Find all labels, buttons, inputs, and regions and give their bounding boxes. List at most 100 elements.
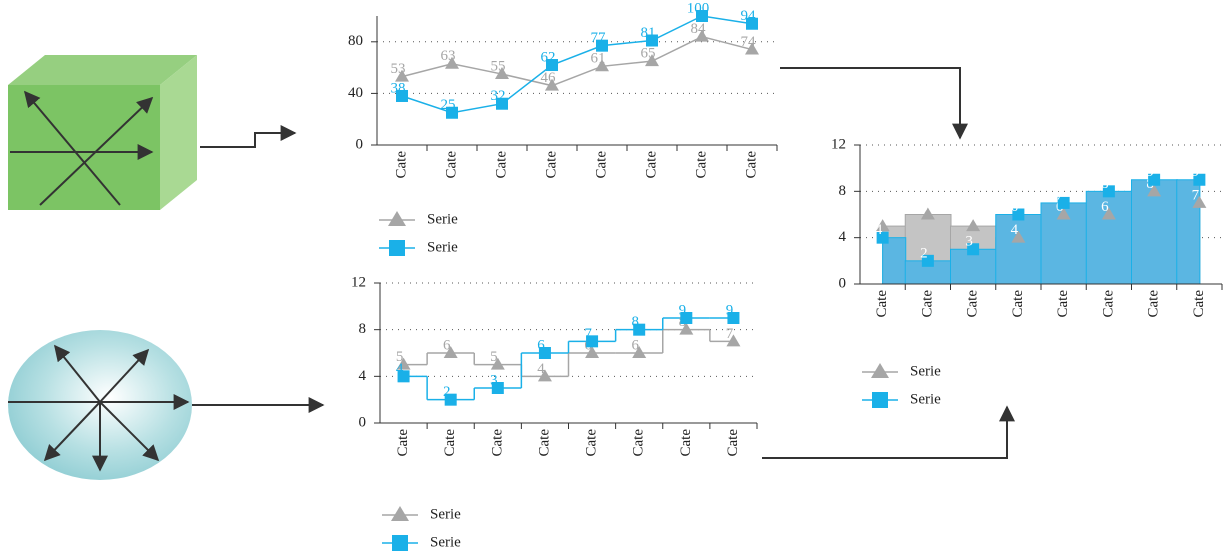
data-label: 6 <box>443 337 451 353</box>
data-label: 3 <box>965 234 973 250</box>
data-label: 7 <box>1056 187 1064 203</box>
legend-label: Serie <box>427 211 458 227</box>
marker-square <box>746 17 758 30</box>
marker-square <box>446 106 458 119</box>
marker-square <box>596 39 608 52</box>
x-tick-label: Cate <box>1191 290 1207 318</box>
data-label: 2 <box>443 384 451 400</box>
data-label: 9 <box>1146 164 1154 180</box>
legend-marker <box>391 506 409 521</box>
marker-square <box>876 231 889 244</box>
area-step <box>1085 190 1133 285</box>
legend-marker <box>388 211 406 226</box>
marker-triangle <box>966 219 981 232</box>
marker-square <box>396 89 408 102</box>
x-tick-label: Cate <box>693 151 709 179</box>
data-label: 2 <box>920 245 928 261</box>
marker-triangle <box>395 69 409 82</box>
area-step <box>882 237 907 285</box>
x-tick-label: Cate <box>965 290 981 318</box>
marker-square <box>1148 173 1161 186</box>
data-label: 6 <box>1011 199 1019 215</box>
legend-label: Serie <box>430 534 461 550</box>
y-tick-label: 8 <box>839 183 847 199</box>
data-label: 8 <box>1101 176 1109 192</box>
x-tick-label: Cate <box>1055 290 1071 318</box>
data-label: 4 <box>1011 222 1019 238</box>
data-label: 55 <box>491 58 506 74</box>
y-tick-label: 12 <box>351 274 366 290</box>
data-label: 63 <box>441 48 456 64</box>
marker-square <box>696 10 708 22</box>
marker-triangle <box>585 346 600 358</box>
x-tick-label: Cate <box>643 151 659 179</box>
marker-triangle <box>537 369 552 382</box>
series-line <box>401 15 753 114</box>
marker-square <box>1102 185 1115 198</box>
marker-triangle <box>1101 207 1116 220</box>
series-line <box>401 35 753 87</box>
data-label: 7 <box>584 326 592 342</box>
data-label: 4 <box>396 361 404 377</box>
x-tick-label: Cate <box>874 290 890 318</box>
y-tick-label: 0 <box>839 275 847 291</box>
legend-label: Serie <box>910 391 941 407</box>
x-tick-label: Cate <box>536 429 552 457</box>
marker-triangle <box>445 56 459 69</box>
x-tick-label: Cate <box>1010 290 1026 318</box>
x-tick-label: Cate <box>395 429 411 457</box>
marker-square <box>1193 173 1206 186</box>
marker-square <box>397 370 410 383</box>
x-tick-label: Cate <box>442 429 458 457</box>
marker-triangle <box>396 357 411 370</box>
data-label: 7 <box>1192 187 1200 203</box>
marker-triangle <box>490 357 505 370</box>
data-label: 81 <box>641 25 656 41</box>
data-label: 4 <box>875 222 883 238</box>
x-tick-label: Cate <box>1146 290 1162 318</box>
marker-square <box>921 254 934 267</box>
y-tick-label: 8 <box>359 321 367 337</box>
y-tick-label: 40 <box>348 85 363 101</box>
data-label: 7 <box>726 326 734 342</box>
data-label: 6 <box>920 199 928 215</box>
data-label: 61 <box>591 51 606 67</box>
marker-square <box>727 312 740 324</box>
marker-triangle <box>443 346 458 358</box>
area-step <box>995 214 1042 285</box>
data-label: 4 <box>537 361 545 377</box>
legend-marker <box>389 240 405 256</box>
data-label: 6 <box>537 337 545 353</box>
data-label: 6 <box>1101 199 1109 215</box>
marker-triangle <box>875 219 890 232</box>
data-label: 77 <box>591 30 607 46</box>
marker-square <box>680 312 693 324</box>
marker-square <box>1012 208 1025 221</box>
y-tick-label: 80 <box>348 33 363 49</box>
y-tick-label: 12 <box>831 136 846 152</box>
data-label: 5 <box>396 349 404 365</box>
marker-triangle <box>495 67 509 80</box>
marker-triangle <box>1147 184 1162 197</box>
data-label: 5 <box>965 211 973 227</box>
y-tick-label: 0 <box>359 414 367 430</box>
marker-square <box>633 323 646 336</box>
legend-label: Serie <box>910 363 941 379</box>
data-label: 46 <box>541 70 557 86</box>
marker-square <box>496 97 508 110</box>
data-label: 84 <box>691 21 707 37</box>
marker-square <box>491 382 504 394</box>
x-tick-label: Cate <box>678 429 694 457</box>
legend-label: Serie <box>430 506 461 522</box>
marker-triangle <box>545 78 559 91</box>
data-label: 9 <box>679 302 687 318</box>
y-tick-label: 4 <box>839 229 847 245</box>
data-label: 74 <box>741 34 757 50</box>
marker-square <box>444 393 457 406</box>
marker-triangle <box>1192 195 1207 208</box>
data-label: 9 <box>1192 164 1200 180</box>
x-tick-label: Cate <box>631 429 647 457</box>
marker-triangle <box>726 334 741 347</box>
marker-square <box>546 59 558 72</box>
